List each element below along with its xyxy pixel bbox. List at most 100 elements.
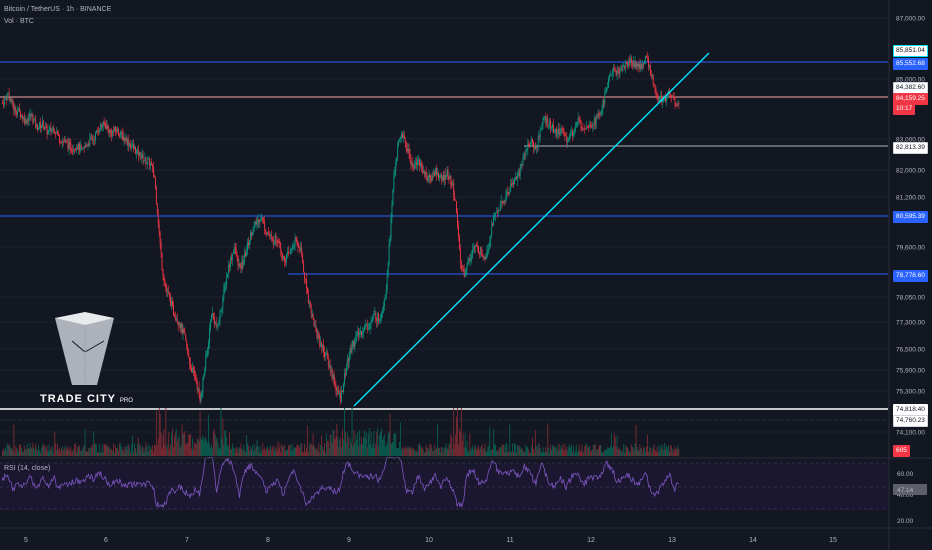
- candle-body: [140, 157, 142, 159]
- candle-body: [261, 217, 263, 219]
- volume-bar: [310, 443, 312, 456]
- volume-bar: [498, 447, 500, 456]
- candle-body: [43, 128, 45, 130]
- volume-bar: [441, 447, 443, 456]
- volume-bar: [503, 445, 505, 456]
- volume-bar: [495, 444, 496, 456]
- volume-bar: [444, 448, 446, 456]
- volume-bar: [218, 449, 220, 456]
- volume-bar: [586, 443, 588, 456]
- candle-body: [491, 224, 493, 237]
- candle-body: [11, 100, 13, 102]
- volume-bar: [170, 444, 172, 456]
- volume-bar: [31, 448, 33, 456]
- trendline[interactable]: [353, 52, 710, 407]
- volume-bar: [468, 449, 470, 456]
- candle-body: [383, 298, 385, 307]
- price-tick-label: 85,000.00: [896, 77, 925, 84]
- volume-bar: [582, 452, 584, 456]
- candle-body: [289, 249, 291, 253]
- candle-body: [621, 68, 623, 71]
- volume-bar: [432, 450, 434, 456]
- candles[interactable]: [2, 51, 680, 405]
- volume-bar: [614, 436, 616, 456]
- candle-body: [479, 247, 481, 255]
- horizontal-levels[interactable]: [0, 61, 888, 421]
- volume-bar: [351, 408, 353, 456]
- volume-bar: [433, 451, 435, 456]
- candle-body: [667, 91, 669, 94]
- volume-bar: [223, 445, 225, 456]
- volume-bar: [325, 433, 327, 456]
- volume-bar: [76, 451, 77, 456]
- volume-bar: [179, 447, 181, 456]
- volume-bar: [449, 442, 451, 456]
- volume-bar: [573, 452, 575, 456]
- candle-body: [138, 151, 140, 156]
- candle-body: [93, 139, 95, 141]
- volume-bar: [140, 450, 142, 456]
- volume-bar: [553, 446, 555, 456]
- candle-body: [574, 126, 576, 132]
- candle-body: [544, 116, 546, 118]
- candle-body: [572, 133, 574, 136]
- candle-body: [382, 306, 384, 312]
- candle-body: [661, 95, 663, 103]
- candle-body: [106, 125, 108, 129]
- volume-bar: [510, 450, 512, 456]
- candle-body: [391, 205, 393, 218]
- volume-bar: [344, 408, 345, 456]
- candle-body: [375, 312, 377, 320]
- volume-spike: [389, 414, 391, 456]
- candle-body: [627, 63, 628, 67]
- volume-bar: [574, 450, 576, 456]
- candle-body: [401, 133, 403, 139]
- volume-bar: [113, 443, 115, 456]
- candle-body: [215, 321, 217, 327]
- candle-body: [640, 64, 642, 70]
- candle-body: [387, 263, 389, 276]
- volume-bar: [121, 449, 123, 456]
- candle-body: [590, 125, 591, 127]
- candle-body: [193, 369, 195, 375]
- volume-bar: [370, 431, 372, 456]
- volume-bar: [595, 449, 597, 456]
- volume-bar: [473, 449, 475, 456]
- volume-bar: [107, 447, 109, 456]
- candle-body: [663, 98, 665, 102]
- volume-bar: [388, 431, 390, 456]
- candle-body: [603, 100, 605, 104]
- volume-bar: [368, 428, 370, 456]
- candle-body: [178, 324, 180, 326]
- candle-body: [8, 93, 10, 100]
- volume-bar: [373, 430, 375, 456]
- volume-bar: [138, 443, 140, 456]
- candle-body: [610, 75, 612, 76]
- volume-bar: [304, 443, 305, 456]
- volume-bar: [42, 445, 44, 456]
- volume-bar: [607, 447, 609, 456]
- candle-body: [16, 112, 18, 115]
- price-tick-label: 81,200.00: [896, 195, 925, 202]
- volume-bar: [262, 443, 264, 456]
- candle-body: [678, 103, 680, 105]
- volume-bar: [465, 447, 467, 456]
- volume-bar: [548, 447, 550, 456]
- candle-body: [624, 65, 626, 69]
- volume-bar: [65, 450, 67, 456]
- candle-body: [588, 127, 590, 128]
- candle-body: [223, 289, 225, 299]
- volume-bar: [591, 450, 592, 456]
- volume-bar: [35, 443, 37, 456]
- volume-bar: [56, 449, 58, 456]
- candle-body: [240, 265, 242, 269]
- volume-bar: [198, 441, 200, 456]
- volume-bar: [192, 449, 194, 456]
- volume-bar: [662, 444, 664, 456]
- candle-body: [26, 119, 28, 124]
- candle-body: [316, 331, 318, 338]
- candle-body: [503, 200, 505, 203]
- candle-body: [51, 129, 53, 132]
